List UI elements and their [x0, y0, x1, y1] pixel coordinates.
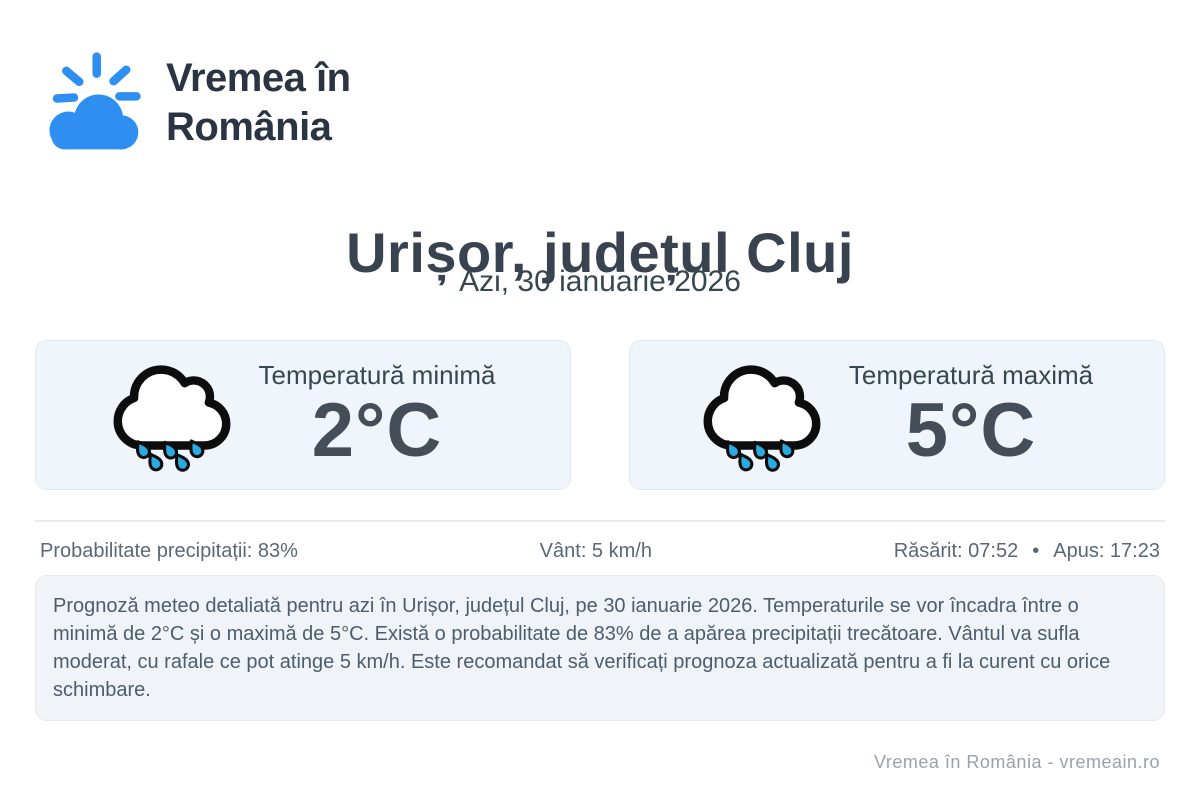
min-temperature-value: 2°C — [311, 387, 443, 473]
sun-cloud-icon — [49, 52, 141, 150]
max-temperature-card: Temperatură maximă 5°C — [629, 340, 1165, 490]
max-temperature-label: Temperatură maximă — [848, 359, 1094, 390]
stat-sunrise: Răsărit: 07:52 — [893, 540, 1019, 562]
max-temperature-value: 5°C — [905, 387, 1037, 473]
logo-line-2: România — [166, 105, 332, 149]
logo-wordmark: Vremea în România — [166, 54, 351, 152]
footer-credit: Vremea în România - vremeain.ro — [874, 752, 1160, 772]
forecast-description: Prognoză meteo detaliată pentru azi în U… — [35, 575, 1165, 721]
rain-cloud-icon — [703, 364, 821, 472]
page-title: Urișor, județul Cluj — [346, 220, 854, 284]
stat-sunset: Apus: 17:23 — [1053, 540, 1160, 562]
stats-row: Probabilitate precipitații: 83% Vânt: 5 … — [40, 540, 1160, 563]
temperature-cards: Temperatură minimă 2°C Temperatură maxim… — [35, 340, 1165, 490]
page-subtitle: Azi, 30 ianuarie 2026 — [459, 265, 741, 298]
logo-line-1: Vremea în — [166, 56, 351, 101]
app-logo[interactable]: Vremea în România — [40, 50, 351, 156]
divider — [35, 520, 1165, 522]
min-temperature-label: Temperatură minimă — [258, 359, 496, 390]
rain-cloud-icon — [113, 364, 230, 472]
stat-precipitation: Probabilitate precipitații: 83% — [40, 540, 298, 562]
min-temperature-card: Temperatură minimă 2°C — [35, 340, 571, 490]
stat-sun-times: Răsărit: 07:52 • Apus: 17:23 — [894, 540, 1160, 563]
stat-wind: Vânt: 5 km/h — [539, 540, 652, 562]
bullet-separator: • — [1032, 540, 1040, 562]
